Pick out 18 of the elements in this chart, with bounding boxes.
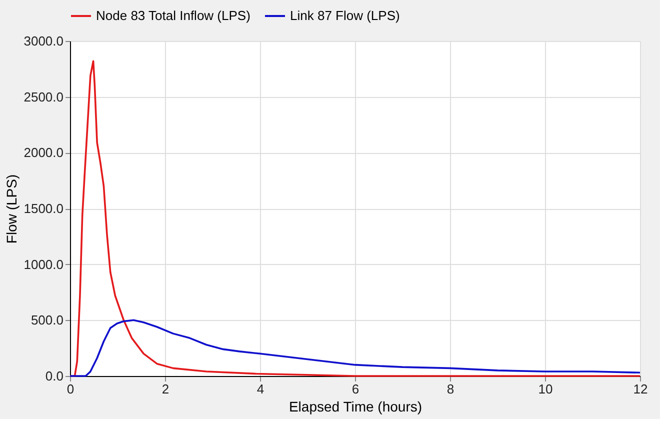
x-axis-title: Elapsed Time (hours)	[288, 398, 422, 414]
y-tick-label: 1000.0	[24, 256, 64, 272]
y-axis-title: Flow (LPS)	[4, 174, 20, 244]
legend-label: Link 87 Flow (LPS)	[290, 8, 400, 23]
legend-label: Node 83 Total Inflow (LPS)	[96, 8, 250, 23]
y-tick-label: 2000.0	[24, 145, 64, 160]
x-tick-label: 4	[256, 382, 264, 396]
x-tick-label: 12	[633, 382, 648, 396]
x-tick-label: 8	[446, 382, 454, 396]
y-tick-label: 3000.0	[24, 34, 64, 48]
x-tick-label: 2	[162, 382, 170, 396]
y-tick-label: 2500.0	[24, 89, 64, 104]
x-tick-label: 0	[66, 382, 74, 396]
y-tick-label: 500.0	[30, 312, 64, 328]
x-tick-label: 6	[352, 382, 360, 396]
x-tick-label: 10	[538, 382, 553, 396]
y-tick-label: 0.0	[45, 368, 64, 384]
y-tick-label: 1500.0	[24, 201, 64, 216]
